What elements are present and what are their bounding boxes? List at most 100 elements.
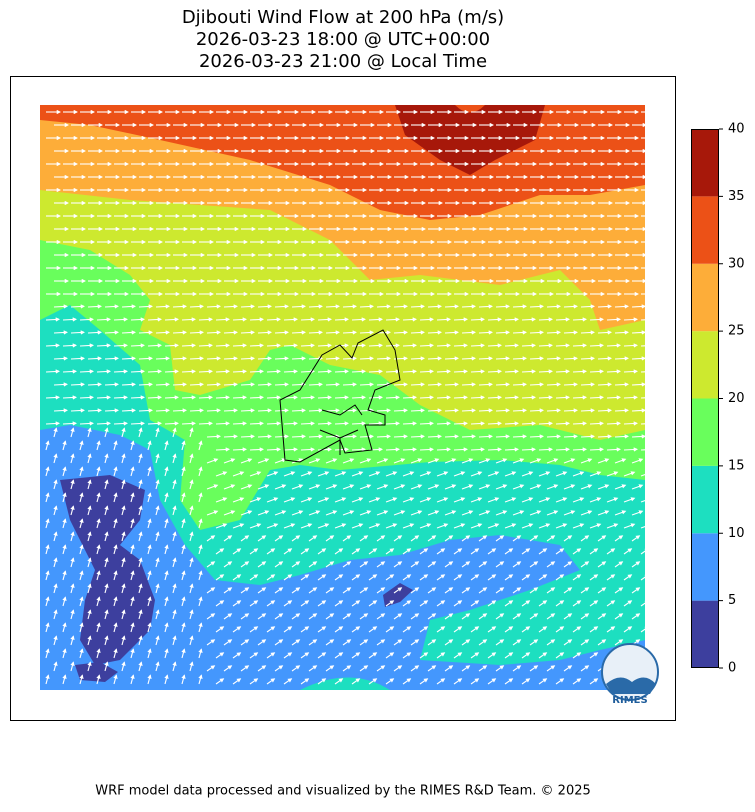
wind-arrow [521, 317, 537, 322]
wind-arrow [529, 382, 545, 387]
band-35-40 [395, 105, 545, 175]
wind-arrow [402, 626, 412, 633]
wind-arrow [113, 440, 118, 451]
wind-arrow [393, 665, 403, 672]
wind-arrow [249, 652, 259, 659]
wind-arrow [555, 600, 565, 607]
wind-arrow [138, 661, 143, 672]
wind-arrow [649, 588, 656, 593]
wind-arrow [87, 505, 92, 516]
wind-arrow [580, 639, 590, 646]
wind-arrow [444, 330, 460, 335]
wind-arrow [300, 678, 310, 685]
wind-arrow [393, 304, 409, 309]
wind-arrow [70, 583, 75, 594]
wind-arrow [436, 343, 452, 348]
wind-arrow [563, 304, 579, 309]
wind-arrow [649, 436, 662, 437]
wind-arrow [138, 505, 143, 516]
colorbar-segment [691, 465, 719, 534]
wind-arrow [597, 458, 610, 464]
wind-arrow [529, 458, 542, 464]
wind-arrow [521, 421, 537, 426]
wind-arrow [487, 574, 497, 581]
wind-arrow [96, 544, 101, 555]
wind-arrow [189, 453, 194, 464]
wind-arrow [393, 561, 403, 568]
wind-arrow [453, 548, 463, 555]
wind-arrow [45, 492, 50, 503]
wind-arrow [155, 635, 160, 646]
wind-arrow [45, 518, 50, 529]
wind-arrow [436, 317, 452, 322]
wind-arrow [70, 330, 86, 335]
wind-arrow [291, 613, 301, 620]
wind-arrow [266, 652, 276, 659]
wind-arrow [232, 471, 245, 477]
wind-arrow [359, 665, 369, 672]
wind-arrow [444, 535, 454, 542]
wind-arrow [70, 505, 75, 516]
wind-arrow [453, 369, 469, 374]
wind-arrow [147, 440, 152, 451]
wind-arrow [257, 535, 267, 542]
wind-arrow [104, 557, 109, 568]
wind-arrow [478, 535, 488, 542]
wind-arrow [393, 458, 406, 464]
wind-arrow [538, 447, 554, 452]
wind-arrow [215, 369, 231, 374]
wind-arrow [640, 574, 645, 581]
wind-arrow [512, 613, 522, 620]
wind-arrow [317, 574, 327, 581]
wind-arrow [470, 343, 486, 348]
wind-arrow [640, 626, 645, 633]
wind-arrow [79, 570, 84, 581]
wind-arrow [334, 317, 350, 322]
colorbar-tick-label: 0 [728, 661, 736, 676]
wind-arrow [444, 484, 457, 490]
wind-arrow [266, 343, 282, 348]
colorbar-tick-label: 15 [728, 458, 745, 473]
wind-arrow [198, 317, 214, 322]
wind-arrow [631, 613, 641, 620]
wind-arrow [393, 587, 403, 594]
wind-arrow [368, 369, 384, 374]
wind-arrow [504, 548, 514, 555]
wind-arrow [512, 458, 525, 464]
wind-arrow [359, 587, 369, 594]
wind-arrow [385, 678, 395, 685]
colorbar-segment [691, 600, 719, 668]
wind-arrow [87, 304, 103, 309]
wind-arrow [495, 639, 505, 646]
wind-arrow [232, 678, 242, 685]
wind-arrow [181, 492, 186, 503]
wind-arrow [359, 535, 369, 542]
wind-arrow [300, 395, 316, 400]
wind-arrow [427, 613, 437, 620]
wind-arrow [487, 523, 500, 529]
wind-arrow [597, 330, 613, 335]
wind-arrow [427, 382, 443, 387]
wind-arrow [555, 369, 571, 374]
wind-arrow [155, 505, 160, 516]
wind-arrow [181, 343, 197, 348]
wind-arrow [181, 544, 186, 555]
wind-arrow [376, 304, 392, 309]
wind-arrow [274, 304, 290, 309]
wind-arrow [589, 678, 599, 685]
wind-arrow [130, 343, 146, 348]
wind-arrow [402, 652, 412, 659]
wind-arrow [70, 408, 86, 413]
wind-arrow [461, 561, 471, 568]
logo-wave [606, 677, 656, 694]
wind-arrow [266, 678, 276, 685]
wind-arrow [427, 587, 437, 594]
wind-arrow [79, 648, 84, 659]
wind-arrow [478, 484, 491, 490]
wind-arrow [623, 600, 633, 607]
wind-arrow [172, 505, 177, 516]
wind-arrow [546, 356, 562, 361]
wind-arrow [606, 497, 619, 503]
wind-arrow [181, 570, 186, 581]
wind-arrow [130, 596, 135, 607]
